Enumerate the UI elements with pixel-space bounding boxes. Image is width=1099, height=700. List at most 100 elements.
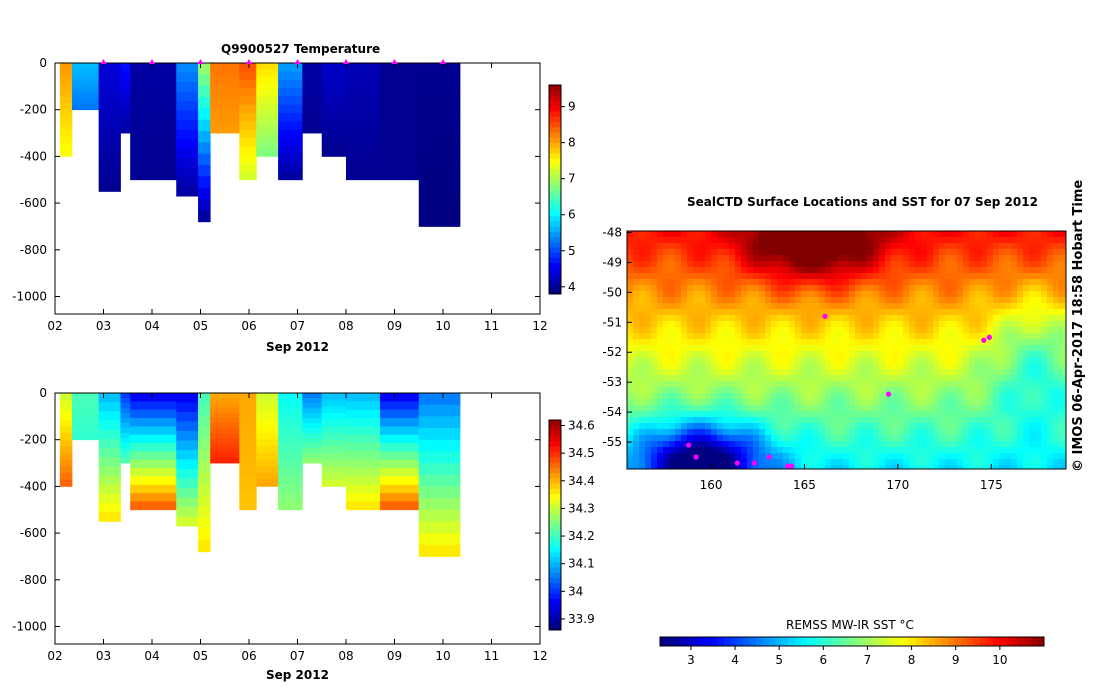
cast-cell — [198, 483, 211, 496]
sst-colorbar-tick-label: 9 — [952, 653, 960, 667]
cast-cell — [256, 399, 279, 407]
cast-cell — [321, 413, 347, 421]
cast-cell — [210, 423, 240, 429]
cast-cell — [346, 493, 381, 502]
cast-column — [321, 393, 347, 487]
cast-cell — [59, 473, 73, 481]
cast-cell — [346, 468, 381, 477]
sst-colorbar-tick-label: 7 — [864, 653, 872, 667]
cast-column — [98, 63, 121, 192]
colorbar-step — [549, 498, 561, 505]
cast-cell — [239, 154, 257, 164]
profile-marker — [100, 59, 107, 64]
cast-cell — [379, 113, 420, 122]
cast-cell — [418, 428, 461, 441]
lat-tick-label: -54 — [602, 405, 622, 419]
cast-cell — [71, 103, 100, 107]
cast-cell — [120, 88, 131, 94]
cast-cell — [120, 448, 131, 454]
colorbar-tick-label: 34.1 — [568, 557, 595, 571]
x-tick-label: 05 — [193, 319, 208, 333]
map-title: SealCTD Surface Locations and SST for 07… — [687, 195, 1038, 209]
cast-cell — [59, 63, 73, 71]
cast-cell — [239, 468, 257, 477]
sst-colorbar-step — [794, 637, 802, 646]
cast-cell — [210, 93, 240, 99]
sst-colorbar-step — [864, 637, 872, 646]
colorbar-step — [549, 588, 561, 594]
cast-cell — [210, 428, 240, 434]
cast-cell — [176, 459, 199, 470]
cast-cell — [278, 401, 303, 411]
cast-cell — [346, 63, 381, 72]
y-tick-label: -200 — [20, 433, 47, 447]
colorbar-step — [549, 582, 561, 589]
cast-cell — [418, 544, 461, 557]
cast-cell — [302, 433, 323, 439]
sst-colorbar-step — [954, 637, 962, 646]
cast-cell — [278, 501, 303, 511]
sst-colorbar-step — [704, 637, 712, 646]
cast-cell — [120, 443, 131, 449]
cast-cell — [198, 449, 211, 462]
cast-cell — [210, 108, 240, 114]
x-tick-label: 12 — [532, 649, 547, 663]
cast-cell — [59, 149, 73, 157]
cast-cell — [59, 439, 73, 447]
cast-cell — [418, 474, 461, 487]
cast-cell — [120, 83, 131, 89]
temperature-xlabel: Sep 2012 — [266, 340, 329, 354]
colorbar-step — [549, 246, 561, 253]
x-tick-label: 06 — [241, 319, 256, 333]
cast-column — [418, 63, 461, 227]
colorbar-tick-label: 34.3 — [568, 501, 595, 515]
sst-colorbar-title: REMSS MW-IR SST °C — [786, 618, 914, 632]
cast-cell — [59, 116, 73, 124]
colorbar-step — [549, 420, 561, 426]
cast-cell — [98, 145, 121, 156]
cast-cell — [198, 131, 211, 143]
colorbar-step — [549, 132, 561, 138]
colorbar-step — [549, 231, 561, 238]
cast-column — [278, 393, 303, 511]
cast-cell — [71, 419, 100, 424]
cast-cell — [59, 69, 73, 77]
sst-colorbar-tick-label: 8 — [908, 653, 916, 667]
cast-cell — [302, 103, 323, 109]
cast-cell — [239, 409, 257, 419]
cast-cell — [130, 459, 177, 469]
cast-cell — [418, 404, 461, 417]
sst-colorbar-step — [692, 637, 699, 646]
sst-colorbar-step — [845, 637, 853, 646]
colorbar-step — [549, 194, 561, 201]
colorbar-step — [549, 430, 561, 437]
cast-cell — [302, 83, 323, 89]
cast-cell — [302, 123, 323, 129]
cast-cell — [59, 143, 73, 151]
cast-cell — [120, 398, 131, 404]
cast-cell — [239, 113, 257, 122]
cast-cell — [198, 142, 211, 155]
cast-cell — [120, 93, 131, 99]
cast-cell — [210, 398, 240, 404]
cast-cell — [71, 393, 100, 397]
colorbar-step — [549, 220, 561, 227]
colorbar-step — [549, 205, 561, 211]
cast-cell — [71, 399, 100, 404]
colorbar-step — [549, 210, 561, 217]
cast-column — [176, 63, 199, 197]
y-tick-label: -800 — [20, 573, 47, 587]
cast-cell — [71, 69, 100, 74]
colorbar-step — [549, 142, 561, 149]
surface-location-marker — [785, 463, 791, 469]
x-tick-label: 05 — [193, 649, 208, 663]
lon-tick-label: 160 — [700, 478, 723, 492]
cast-cell — [418, 86, 461, 99]
cast-cell — [346, 146, 381, 156]
sst-colorbar-step — [916, 637, 923, 646]
cast-cell — [98, 493, 121, 504]
lat-tick-label: -50 — [602, 285, 622, 299]
x-tick-label: 08 — [338, 649, 353, 663]
cast-cell — [176, 177, 199, 187]
cast-cell — [346, 476, 381, 486]
